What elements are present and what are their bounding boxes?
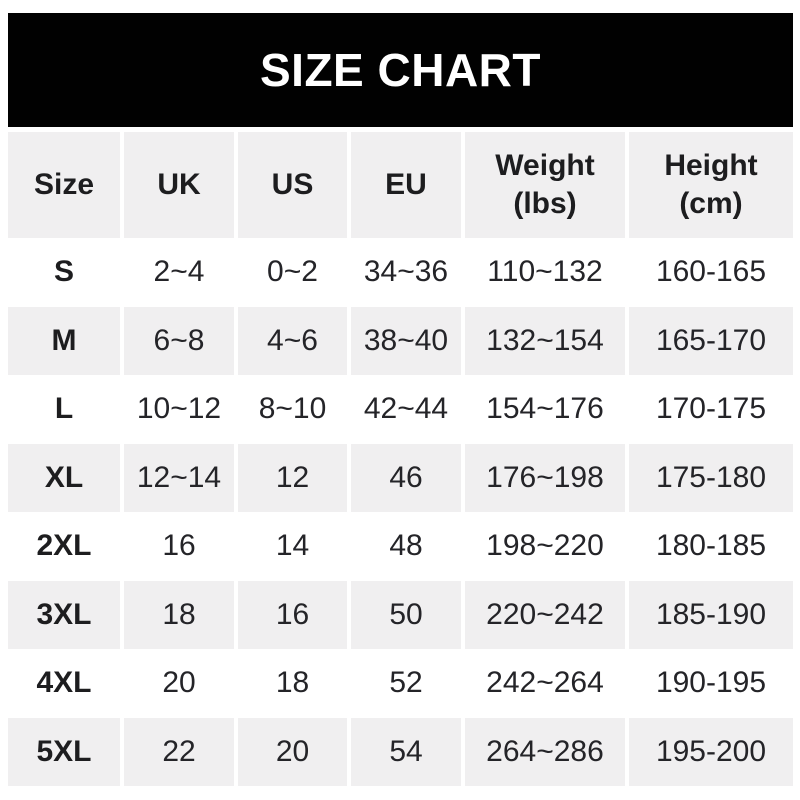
table-cell-weight: 110~132 bbox=[465, 238, 625, 307]
table-row-2xl: 2XL 16 14 48 198~220 180-185 bbox=[8, 512, 793, 581]
table-cell-height: 180-185 bbox=[629, 512, 793, 581]
header-cell-us: US bbox=[238, 132, 347, 238]
table-cell-weight: 176~198 bbox=[465, 443, 625, 512]
table-row-3xl: 3XL 18 16 50 220~242 185-190 bbox=[8, 580, 793, 649]
table-cell-uk: 10~12 bbox=[124, 375, 234, 444]
table-cell-eu: 42~44 bbox=[351, 375, 461, 444]
table-cell-us: 8~10 bbox=[238, 375, 347, 444]
table-cell-size: 5XL bbox=[8, 717, 120, 786]
table-cell-height: 175-180 bbox=[629, 443, 793, 512]
header-cell-height: Height (cm) bbox=[629, 132, 793, 238]
table-cell-uk: 12~14 bbox=[124, 443, 234, 512]
table-cell-eu: 46 bbox=[351, 443, 461, 512]
table-cell-height: 160-165 bbox=[629, 238, 793, 307]
table-cell-us: 20 bbox=[238, 717, 347, 786]
table-cell-weight: 198~220 bbox=[465, 512, 625, 581]
table-cell-height: 195-200 bbox=[629, 717, 793, 786]
title-banner: SIZE CHART bbox=[8, 13, 793, 127]
table-cell-uk: 6~8 bbox=[124, 306, 234, 375]
table-header-row: Size UK US EU Weight (lbs) Height (cm) bbox=[8, 132, 793, 238]
table-cell-eu: 48 bbox=[351, 512, 461, 581]
header-cell-uk: UK bbox=[124, 132, 234, 238]
table-cell-height: 190-195 bbox=[629, 649, 793, 718]
table-cell-us: 16 bbox=[238, 580, 347, 649]
table-cell-us: 0~2 bbox=[238, 238, 347, 307]
table-cell-weight: 264~286 bbox=[465, 717, 625, 786]
table-cell-uk: 2~4 bbox=[124, 238, 234, 307]
table-cell-height: 165-170 bbox=[629, 306, 793, 375]
header-cell-size: Size bbox=[8, 132, 120, 238]
table-cell-size: 4XL bbox=[8, 649, 120, 718]
header-cell-eu: EU bbox=[351, 132, 461, 238]
table-cell-height: 185-190 bbox=[629, 580, 793, 649]
table-cell-uk: 22 bbox=[124, 717, 234, 786]
table-cell-uk: 20 bbox=[124, 649, 234, 718]
table-cell-eu: 52 bbox=[351, 649, 461, 718]
table-row-l: L 10~12 8~10 42~44 154~176 170-175 bbox=[8, 375, 793, 444]
table-cell-size: 2XL bbox=[8, 512, 120, 581]
table-cell-uk: 16 bbox=[124, 512, 234, 581]
table-cell-weight: 242~264 bbox=[465, 649, 625, 718]
table-row-m: M 6~8 4~6 38~40 132~154 165-170 bbox=[8, 306, 793, 375]
table-cell-size: L bbox=[8, 375, 120, 444]
table-cell-eu: 38~40 bbox=[351, 306, 461, 375]
table-cell-size: XL bbox=[8, 443, 120, 512]
size-chart-page: SIZE CHART Size UK US EU Weight (lbs) He… bbox=[8, 13, 793, 786]
table-row-s: S 2~4 0~2 34~36 110~132 160-165 bbox=[8, 238, 793, 307]
table-cell-eu: 34~36 bbox=[351, 238, 461, 307]
table-cell-uk: 18 bbox=[124, 580, 234, 649]
page-title: SIZE CHART bbox=[260, 44, 541, 96]
header-cell-weight: Weight (lbs) bbox=[465, 132, 625, 238]
table-cell-us: 4~6 bbox=[238, 306, 347, 375]
size-table: Size UK US EU Weight (lbs) Height (cm) S… bbox=[8, 132, 793, 786]
table-cell-weight: 220~242 bbox=[465, 580, 625, 649]
table-cell-size: S bbox=[8, 238, 120, 307]
table-cell-weight: 154~176 bbox=[465, 375, 625, 444]
table-cell-size: M bbox=[8, 306, 120, 375]
table-row-xl: XL 12~14 12 46 176~198 175-180 bbox=[8, 443, 793, 512]
table-cell-us: 14 bbox=[238, 512, 347, 581]
table-cell-eu: 50 bbox=[351, 580, 461, 649]
table-cell-eu: 54 bbox=[351, 717, 461, 786]
table-row-4xl: 4XL 20 18 52 242~264 190-195 bbox=[8, 649, 793, 718]
table-cell-us: 12 bbox=[238, 443, 347, 512]
table-cell-size: 3XL bbox=[8, 580, 120, 649]
table-cell-height: 170-175 bbox=[629, 375, 793, 444]
table-cell-weight: 132~154 bbox=[465, 306, 625, 375]
table-row-5xl: 5XL 22 20 54 264~286 195-200 bbox=[8, 717, 793, 786]
table-cell-us: 18 bbox=[238, 649, 347, 718]
